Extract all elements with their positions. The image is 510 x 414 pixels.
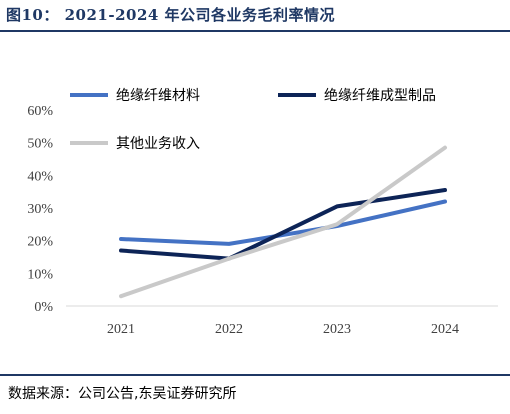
series-line-2 <box>119 188 447 261</box>
y-tick-label: 50% <box>27 137 53 152</box>
legend-label-3: 其他业务收入 <box>116 136 200 152</box>
title-rule <box>0 30 510 32</box>
source-note: 数据来源：公司公告,东吴证券研究所 <box>8 386 237 402</box>
legend-label-2: 绝缘纤维成型制品 <box>324 88 436 104</box>
y-tick-label: 10% <box>27 267 53 282</box>
y-axis-ticks: 0% 10% 20% 30% 40% 50% 60% <box>27 104 53 315</box>
series-line-1 <box>119 199 447 246</box>
x-tick-label: 2021 <box>107 322 135 337</box>
legend-label-1: 绝缘纤维材料 <box>116 88 200 104</box>
y-tick-label: 0% <box>34 300 53 315</box>
y-tick-label: 30% <box>27 202 53 217</box>
y-tick-label: 60% <box>27 104 53 119</box>
x-tick-label: 2022 <box>215 322 243 337</box>
x-tick-label: 2023 <box>323 322 351 337</box>
figure-title: 图10： 2021-2024 年公司各业务毛利率情况 <box>6 6 336 24</box>
series-lines <box>119 145 447 299</box>
x-tick-label: 2024 <box>431 322 459 337</box>
source-rule <box>0 374 510 376</box>
y-tick-label: 40% <box>27 169 53 184</box>
x-axis-ticks: 2021 2022 2023 2024 <box>107 322 459 337</box>
y-tick-label: 20% <box>27 235 53 250</box>
series-line-3 <box>119 145 447 299</box>
